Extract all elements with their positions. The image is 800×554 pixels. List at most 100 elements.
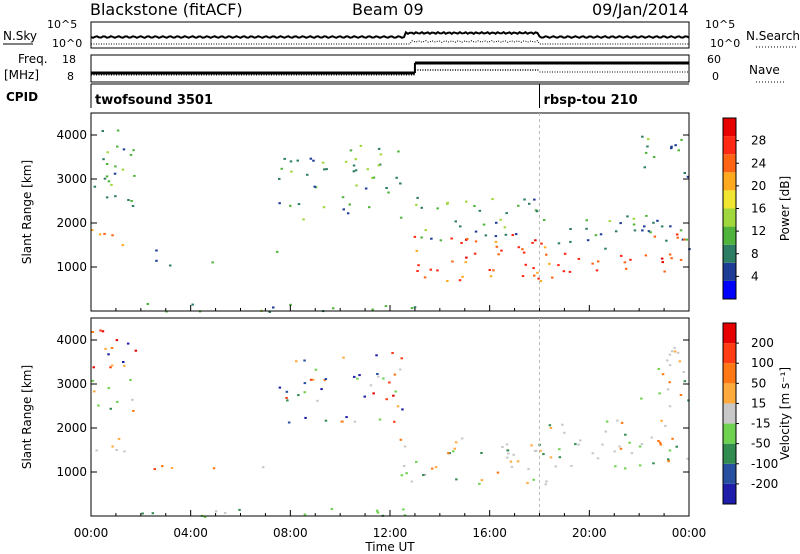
velocity-echo-cell xyxy=(134,349,138,352)
power-echo-cell xyxy=(371,308,374,311)
velocity-echo-cell xyxy=(375,509,379,512)
velocity-echo-cell xyxy=(153,468,156,471)
power-echo-cell xyxy=(352,170,356,173)
velocity-echo-cell xyxy=(92,366,95,369)
power-echo-cell xyxy=(349,149,353,152)
nsky-tick-bottom: 10^0 xyxy=(52,37,82,50)
velocity-echo-cell xyxy=(668,405,672,408)
velocity-colorbar-tick-label: 15 xyxy=(751,396,766,410)
power-echo-cell xyxy=(491,198,494,201)
power-colorbar-tick-label: 8 xyxy=(751,247,759,261)
velocity-echo-cell xyxy=(401,408,404,411)
velocity-echo-cell xyxy=(91,379,95,382)
power-echo-cell xyxy=(377,147,381,150)
power-echo-cell xyxy=(545,253,548,256)
power-echo-cell xyxy=(537,277,540,280)
power-echo-cell xyxy=(473,205,476,207)
power-echo-cell xyxy=(131,205,135,207)
power-echo-cell xyxy=(465,238,469,240)
power-echo-cell xyxy=(505,212,508,215)
power-echo-cell xyxy=(451,260,454,263)
velocity-colorbar-frame xyxy=(722,322,737,505)
velocity-echo-cell xyxy=(238,508,241,511)
power-echo-cell xyxy=(371,176,374,179)
velocity-echo-cell xyxy=(324,419,328,422)
velocity-colorbar-swatch xyxy=(723,323,736,344)
power-ylabel: Slant Range [km] xyxy=(20,160,34,264)
velocity-echo-cell xyxy=(605,420,609,423)
cpid-label: CPID xyxy=(6,90,38,104)
velocity-echo-cell xyxy=(303,391,306,394)
velocity-echo-cell xyxy=(400,357,403,360)
velocity-echo-cell xyxy=(434,466,438,469)
power-echo-cell xyxy=(670,257,673,260)
velocity-echo-cell xyxy=(661,373,665,376)
power-echo-cell xyxy=(416,270,419,272)
power-echo-cell xyxy=(436,269,439,272)
velocity-echo-cell xyxy=(666,359,669,362)
power-echo-cell xyxy=(101,130,104,132)
power-echo-cell xyxy=(563,252,567,255)
velocity-echo-cell xyxy=(512,453,515,456)
power-echo-cell xyxy=(569,228,572,230)
velocity-echo-cell xyxy=(356,377,359,380)
velocity-echo-cell xyxy=(668,364,672,367)
velocity-echo-cell xyxy=(454,441,458,444)
power-echo-cell xyxy=(191,303,194,306)
power-echo-cell xyxy=(416,196,419,199)
velocity-echo-cell xyxy=(570,464,573,467)
velocity-echo-cell xyxy=(624,433,627,436)
power-echo-cell xyxy=(591,262,594,265)
velocity-colorbar-tick-label: -15 xyxy=(751,417,771,431)
velocity-echo-cell xyxy=(358,374,361,377)
power-echo-cell xyxy=(514,233,518,236)
power-echo-cell xyxy=(652,156,656,158)
date-label: 09/Jan/2014 xyxy=(592,0,689,19)
power-echo-cell xyxy=(446,280,449,282)
power-echo-cell xyxy=(679,229,683,232)
velocity-echo-cell xyxy=(613,450,616,453)
velocity-echo-cell xyxy=(278,386,282,389)
power-echo-cell xyxy=(146,303,149,305)
velocity-echo-cell xyxy=(671,350,674,353)
power-echo-cell xyxy=(366,168,369,171)
velocity-echo-cell xyxy=(123,450,126,453)
power-echo-cell xyxy=(306,173,309,176)
velocity-echo-cell xyxy=(95,449,98,452)
velocity-echo-cell xyxy=(539,449,542,452)
power-echo-cell xyxy=(103,177,107,180)
power-echo-cell xyxy=(105,163,109,165)
power-colorbar-tick-label: 28 xyxy=(751,134,766,148)
power-echo-cell xyxy=(585,219,588,222)
power-echo-cell xyxy=(454,220,457,223)
power-echo-cell xyxy=(322,206,326,209)
power-echo-cell xyxy=(542,219,546,221)
power-echo-cell xyxy=(278,177,281,180)
velocity-echo-cell xyxy=(261,466,265,469)
power-colorbar-swatch xyxy=(723,208,736,227)
velocity-echo-cell xyxy=(110,364,114,367)
power-echo-cell xyxy=(155,249,158,252)
power-echo-cell xyxy=(661,261,664,264)
power-echo-cell xyxy=(669,225,672,228)
velocity-echo-cell xyxy=(316,399,319,402)
velocity-echo-cell xyxy=(297,394,300,397)
velocity-echo-cell xyxy=(393,373,397,376)
velocity-echo-cell xyxy=(614,465,617,468)
power-echo-cell xyxy=(534,239,537,242)
power-echo-cell xyxy=(460,241,463,244)
power-echo-cell xyxy=(459,225,462,228)
velocity-echo-cell xyxy=(549,426,553,429)
power-echo-cell xyxy=(439,239,443,242)
power-echo-cell xyxy=(122,148,126,151)
velocity-echo-cell xyxy=(403,445,407,448)
velocity-echo-cell xyxy=(377,375,380,378)
power-echo-cell xyxy=(604,247,607,250)
power-echo-cell xyxy=(290,170,293,173)
velocity-echo-cell xyxy=(375,354,378,357)
velocity-echo-cell xyxy=(342,356,345,359)
power-echo-cell xyxy=(528,202,531,205)
velocity-echo-cell xyxy=(363,395,366,398)
power-echo-cell xyxy=(511,234,514,236)
